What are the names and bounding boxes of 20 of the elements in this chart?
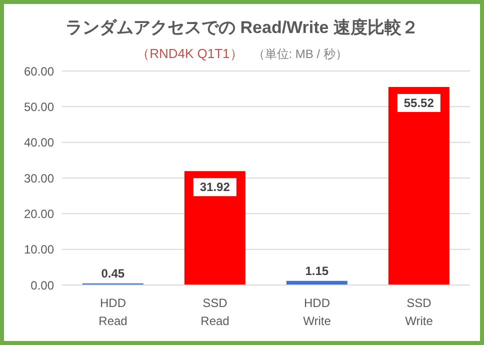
x-tick-label: SSD Write [405, 296, 434, 328]
x-tick-label: SSD Read [200, 296, 230, 328]
chart-title: ランダムアクセスでの Read/Write 速度比較２ [64, 17, 420, 39]
y-tick-label: 50.00 [24, 100, 54, 114]
chart-subtitle: （RND4K Q1T1） [136, 46, 243, 61]
y-tick-label: 30.00 [24, 171, 54, 186]
y-tick-label: 10.00 [24, 242, 54, 257]
x-tick-label: HDD Write [303, 296, 332, 328]
y-tick-label: 0.00 [30, 278, 54, 292]
y-tick-label: 40.00 [24, 136, 54, 150]
data-label: 1.15 [305, 264, 329, 278]
y-tick-label: 60.00 [24, 64, 54, 78]
data-label: 55.52 [404, 96, 434, 110]
data-label: 0.45 [101, 266, 125, 280]
data-label: 31.92 [200, 180, 230, 194]
bar [184, 171, 246, 285]
y-tick-label: 20.00 [24, 206, 54, 221]
x-tick-label: HDD Read [98, 296, 128, 328]
bar [388, 86, 450, 285]
text: （単位: MB / 秒） [252, 47, 348, 61]
